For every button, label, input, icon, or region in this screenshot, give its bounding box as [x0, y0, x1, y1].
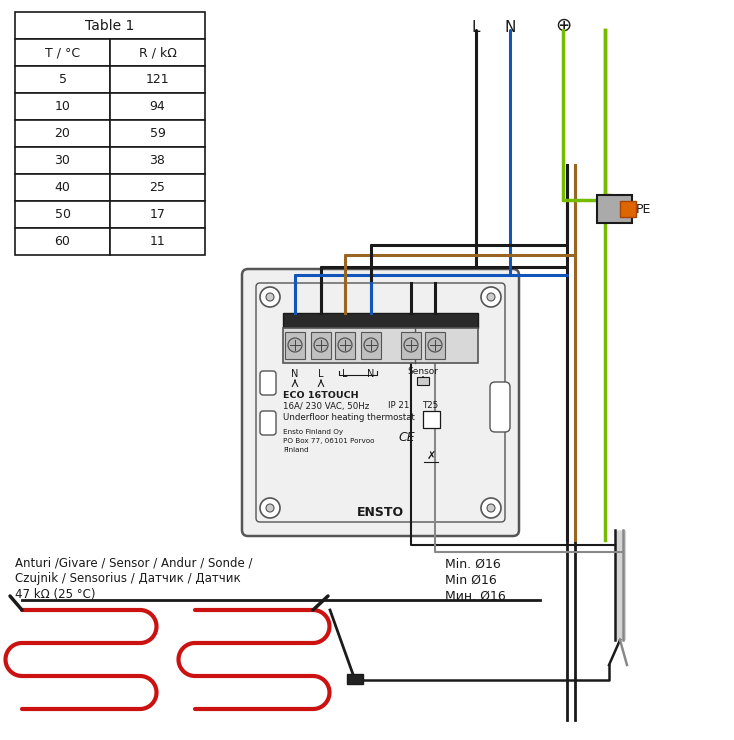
- Text: ECO 16TOUCH: ECO 16TOUCH: [283, 391, 359, 400]
- Bar: [15, 174, 110, 201]
- Bar: [15, 66, 110, 93]
- Text: 11: 11: [150, 235, 165, 248]
- Bar: [15, 12, 205, 39]
- Text: 94: 94: [150, 100, 165, 113]
- Circle shape: [428, 338, 442, 352]
- Circle shape: [338, 338, 352, 352]
- Text: N: N: [367, 369, 374, 379]
- Bar: [15, 39, 110, 66]
- Circle shape: [481, 498, 501, 518]
- Bar: [283, 313, 478, 328]
- FancyBboxPatch shape: [260, 411, 276, 435]
- Bar: [110, 201, 205, 228]
- Text: 5: 5: [59, 73, 67, 86]
- Circle shape: [288, 338, 302, 352]
- Text: 47 kΩ (25 °C): 47 kΩ (25 °C): [15, 588, 95, 601]
- Text: 10: 10: [54, 100, 70, 113]
- Circle shape: [266, 293, 274, 301]
- Text: Sensor: Sensor: [407, 367, 438, 376]
- Bar: [423, 411, 440, 428]
- Bar: [110, 120, 205, 147]
- Text: ⊕: ⊕: [555, 16, 571, 35]
- Text: 40: 40: [54, 181, 70, 194]
- Text: Мин. Ø16: Мин. Ø16: [445, 590, 506, 603]
- Text: Finland: Finland: [283, 447, 308, 453]
- Bar: [110, 39, 205, 66]
- Bar: [335, 332, 355, 359]
- Text: T25: T25: [423, 401, 439, 410]
- Text: 59: 59: [150, 127, 165, 140]
- Text: 30: 30: [54, 154, 70, 167]
- Bar: [425, 332, 445, 359]
- Text: 121: 121: [145, 73, 170, 86]
- Circle shape: [404, 338, 418, 352]
- Text: PE: PE: [636, 203, 651, 215]
- Text: 25: 25: [150, 181, 165, 194]
- Bar: [285, 332, 305, 359]
- Circle shape: [314, 338, 328, 352]
- Text: Anturi /Givare / Sensor / Andur / Sonde /: Anturi /Givare / Sensor / Andur / Sonde …: [15, 556, 252, 569]
- Text: CE: CE: [398, 431, 415, 444]
- Text: L: L: [342, 369, 348, 379]
- Text: ✗: ✗: [426, 451, 436, 461]
- Bar: [15, 228, 110, 255]
- Bar: [110, 147, 205, 174]
- Bar: [15, 201, 110, 228]
- Bar: [110, 228, 205, 255]
- Bar: [15, 147, 110, 174]
- Bar: [15, 120, 110, 147]
- Bar: [110, 93, 205, 120]
- Text: Ensto Finland Oy: Ensto Finland Oy: [283, 429, 343, 435]
- Bar: [620, 201, 636, 217]
- FancyBboxPatch shape: [242, 269, 519, 536]
- FancyBboxPatch shape: [490, 382, 510, 432]
- Text: 38: 38: [150, 154, 165, 167]
- Bar: [417, 377, 429, 385]
- Circle shape: [487, 293, 495, 301]
- Text: Min Ø16: Min Ø16: [445, 574, 497, 587]
- Text: 60: 60: [54, 235, 70, 248]
- Bar: [401, 332, 421, 359]
- Text: 50: 50: [54, 208, 70, 221]
- Text: 20: 20: [54, 127, 70, 140]
- Text: IP 21: IP 21: [388, 401, 410, 410]
- Circle shape: [487, 504, 495, 512]
- Text: 17: 17: [150, 208, 165, 221]
- Bar: [110, 174, 205, 201]
- Bar: [361, 332, 381, 359]
- FancyBboxPatch shape: [260, 371, 276, 395]
- Text: R / kΩ: R / kΩ: [139, 46, 176, 59]
- Text: T / °C: T / °C: [45, 46, 80, 59]
- Bar: [283, 328, 478, 363]
- Text: N: N: [291, 369, 299, 379]
- Bar: [311, 332, 331, 359]
- Text: Czujnik / Sensorius / Датчик / Датчик: Czujnik / Sensorius / Датчик / Датчик: [15, 572, 241, 585]
- Bar: [15, 93, 110, 120]
- Circle shape: [260, 498, 280, 518]
- Text: N: N: [504, 20, 516, 35]
- Text: L: L: [472, 20, 480, 35]
- Text: Min. Ø16: Min. Ø16: [445, 558, 501, 571]
- Text: PO Box 77, 06101 Porvoo: PO Box 77, 06101 Porvoo: [283, 438, 374, 444]
- Circle shape: [266, 504, 274, 512]
- Circle shape: [364, 338, 378, 352]
- Text: 16A/ 230 VAC, 50Hz: 16A/ 230 VAC, 50Hz: [283, 402, 369, 411]
- Text: Table 1: Table 1: [85, 18, 134, 33]
- Text: L: L: [319, 369, 324, 379]
- Bar: [347, 674, 363, 684]
- Circle shape: [481, 287, 501, 307]
- Text: Underfloor heating thermostat: Underfloor heating thermostat: [283, 413, 415, 422]
- Text: ENSTO: ENSTO: [357, 506, 404, 519]
- Bar: [110, 66, 205, 93]
- Bar: [597, 195, 632, 223]
- Circle shape: [260, 287, 280, 307]
